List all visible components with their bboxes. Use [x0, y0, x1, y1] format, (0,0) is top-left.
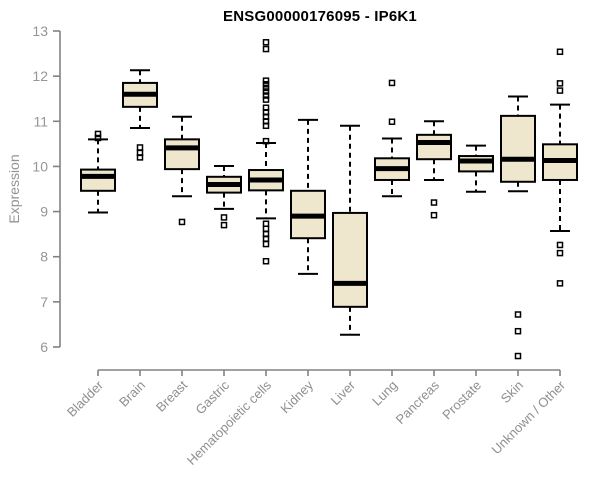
y-tick-label: 7 [40, 294, 48, 310]
outlier-point-lung [388, 118, 396, 125]
outlier-point-hematopoietic-cells [262, 240, 270, 248]
outlier-point-gastric [220, 214, 228, 221]
x-tick-label-lung: Lung [369, 378, 400, 409]
outlier-point-hematopoietic-cells [262, 81, 270, 88]
outlier-point-hematopoietic-cells [262, 45, 270, 53]
outlier-point-unknown-other [556, 48, 564, 56]
x-tick-label-bladder: Bladder [64, 377, 107, 420]
outlier-point-bladder [94, 130, 102, 138]
outlier-point-unknown-other [556, 241, 564, 249]
box-prostate [458, 155, 494, 173]
box-breast [164, 138, 200, 171]
box-liver [332, 211, 368, 308]
x-tick-label-prostate: Prostate [439, 378, 484, 423]
outlier-point-hematopoietic-cells [262, 235, 270, 242]
outlier-point-bladder [94, 134, 102, 142]
outlier-point-hematopoietic-cells [262, 77, 270, 84]
x-tick-label-gastric: Gastric [192, 377, 232, 417]
outlier-point-hematopoietic-cells [262, 39, 270, 46]
x-tick-label-pancreas: Pancreas [393, 377, 443, 427]
y-tick-label: 9 [40, 204, 48, 220]
outlier-point-hematopoietic-cells [262, 92, 270, 99]
y-tick-label: 11 [33, 113, 48, 129]
outlier-point-unknown-other [556, 280, 564, 287]
outlier-point-unknown-other [556, 87, 564, 94]
chart-title: ENSG00000176095 - IP6K1 [223, 8, 417, 25]
box-bladder [80, 168, 116, 192]
outlier-point-unknown-other [556, 249, 564, 257]
outlier-point-hematopoietic-cells [262, 122, 270, 130]
x-tick-label-breast: Breast [153, 377, 190, 414]
outlier-point-pancreas [430, 199, 438, 206]
y-tick-label: 6 [40, 339, 48, 355]
outlier-point-brain [136, 144, 144, 151]
outlier-point-unknown-other [556, 80, 564, 87]
y-tick-label: 13 [32, 23, 48, 39]
outlier-point-skin [514, 311, 522, 318]
x-tick-label-skin: Skin [498, 378, 526, 406]
box-pancreas [416, 133, 452, 161]
x-tick-label-brain: Brain [116, 378, 148, 410]
outlier-point-skin [514, 352, 522, 360]
y-tick-label: 8 [40, 249, 48, 265]
outlier-point-lung [388, 79, 396, 87]
x-tick-label-kidney: Kidney [277, 377, 316, 416]
box-skin [500, 114, 536, 183]
outlier-point-hematopoietic-cells [262, 88, 270, 95]
outlier-point-hematopoietic-cells [262, 257, 270, 265]
outlier-point-hematopoietic-cells [262, 137, 270, 145]
x-tick-label-unknown-other: Unknown / Other [489, 377, 569, 457]
outlier-point-hematopoietic-cells [262, 96, 270, 103]
x-tick-label-liver: Liver [328, 377, 359, 408]
outlier-point-pancreas [430, 211, 438, 219]
y-tick-label: 10 [32, 158, 48, 174]
outlier-point-gastric [220, 221, 228, 229]
outlier-point-skin [514, 327, 522, 335]
outlier-point-breast [178, 218, 186, 226]
outlier-point-hematopoietic-cells [262, 225, 270, 232]
outlier-point-brain [136, 154, 144, 161]
outlier-point-hematopoietic-cells [262, 84, 270, 92]
y-tick-label: 12 [32, 68, 48, 84]
